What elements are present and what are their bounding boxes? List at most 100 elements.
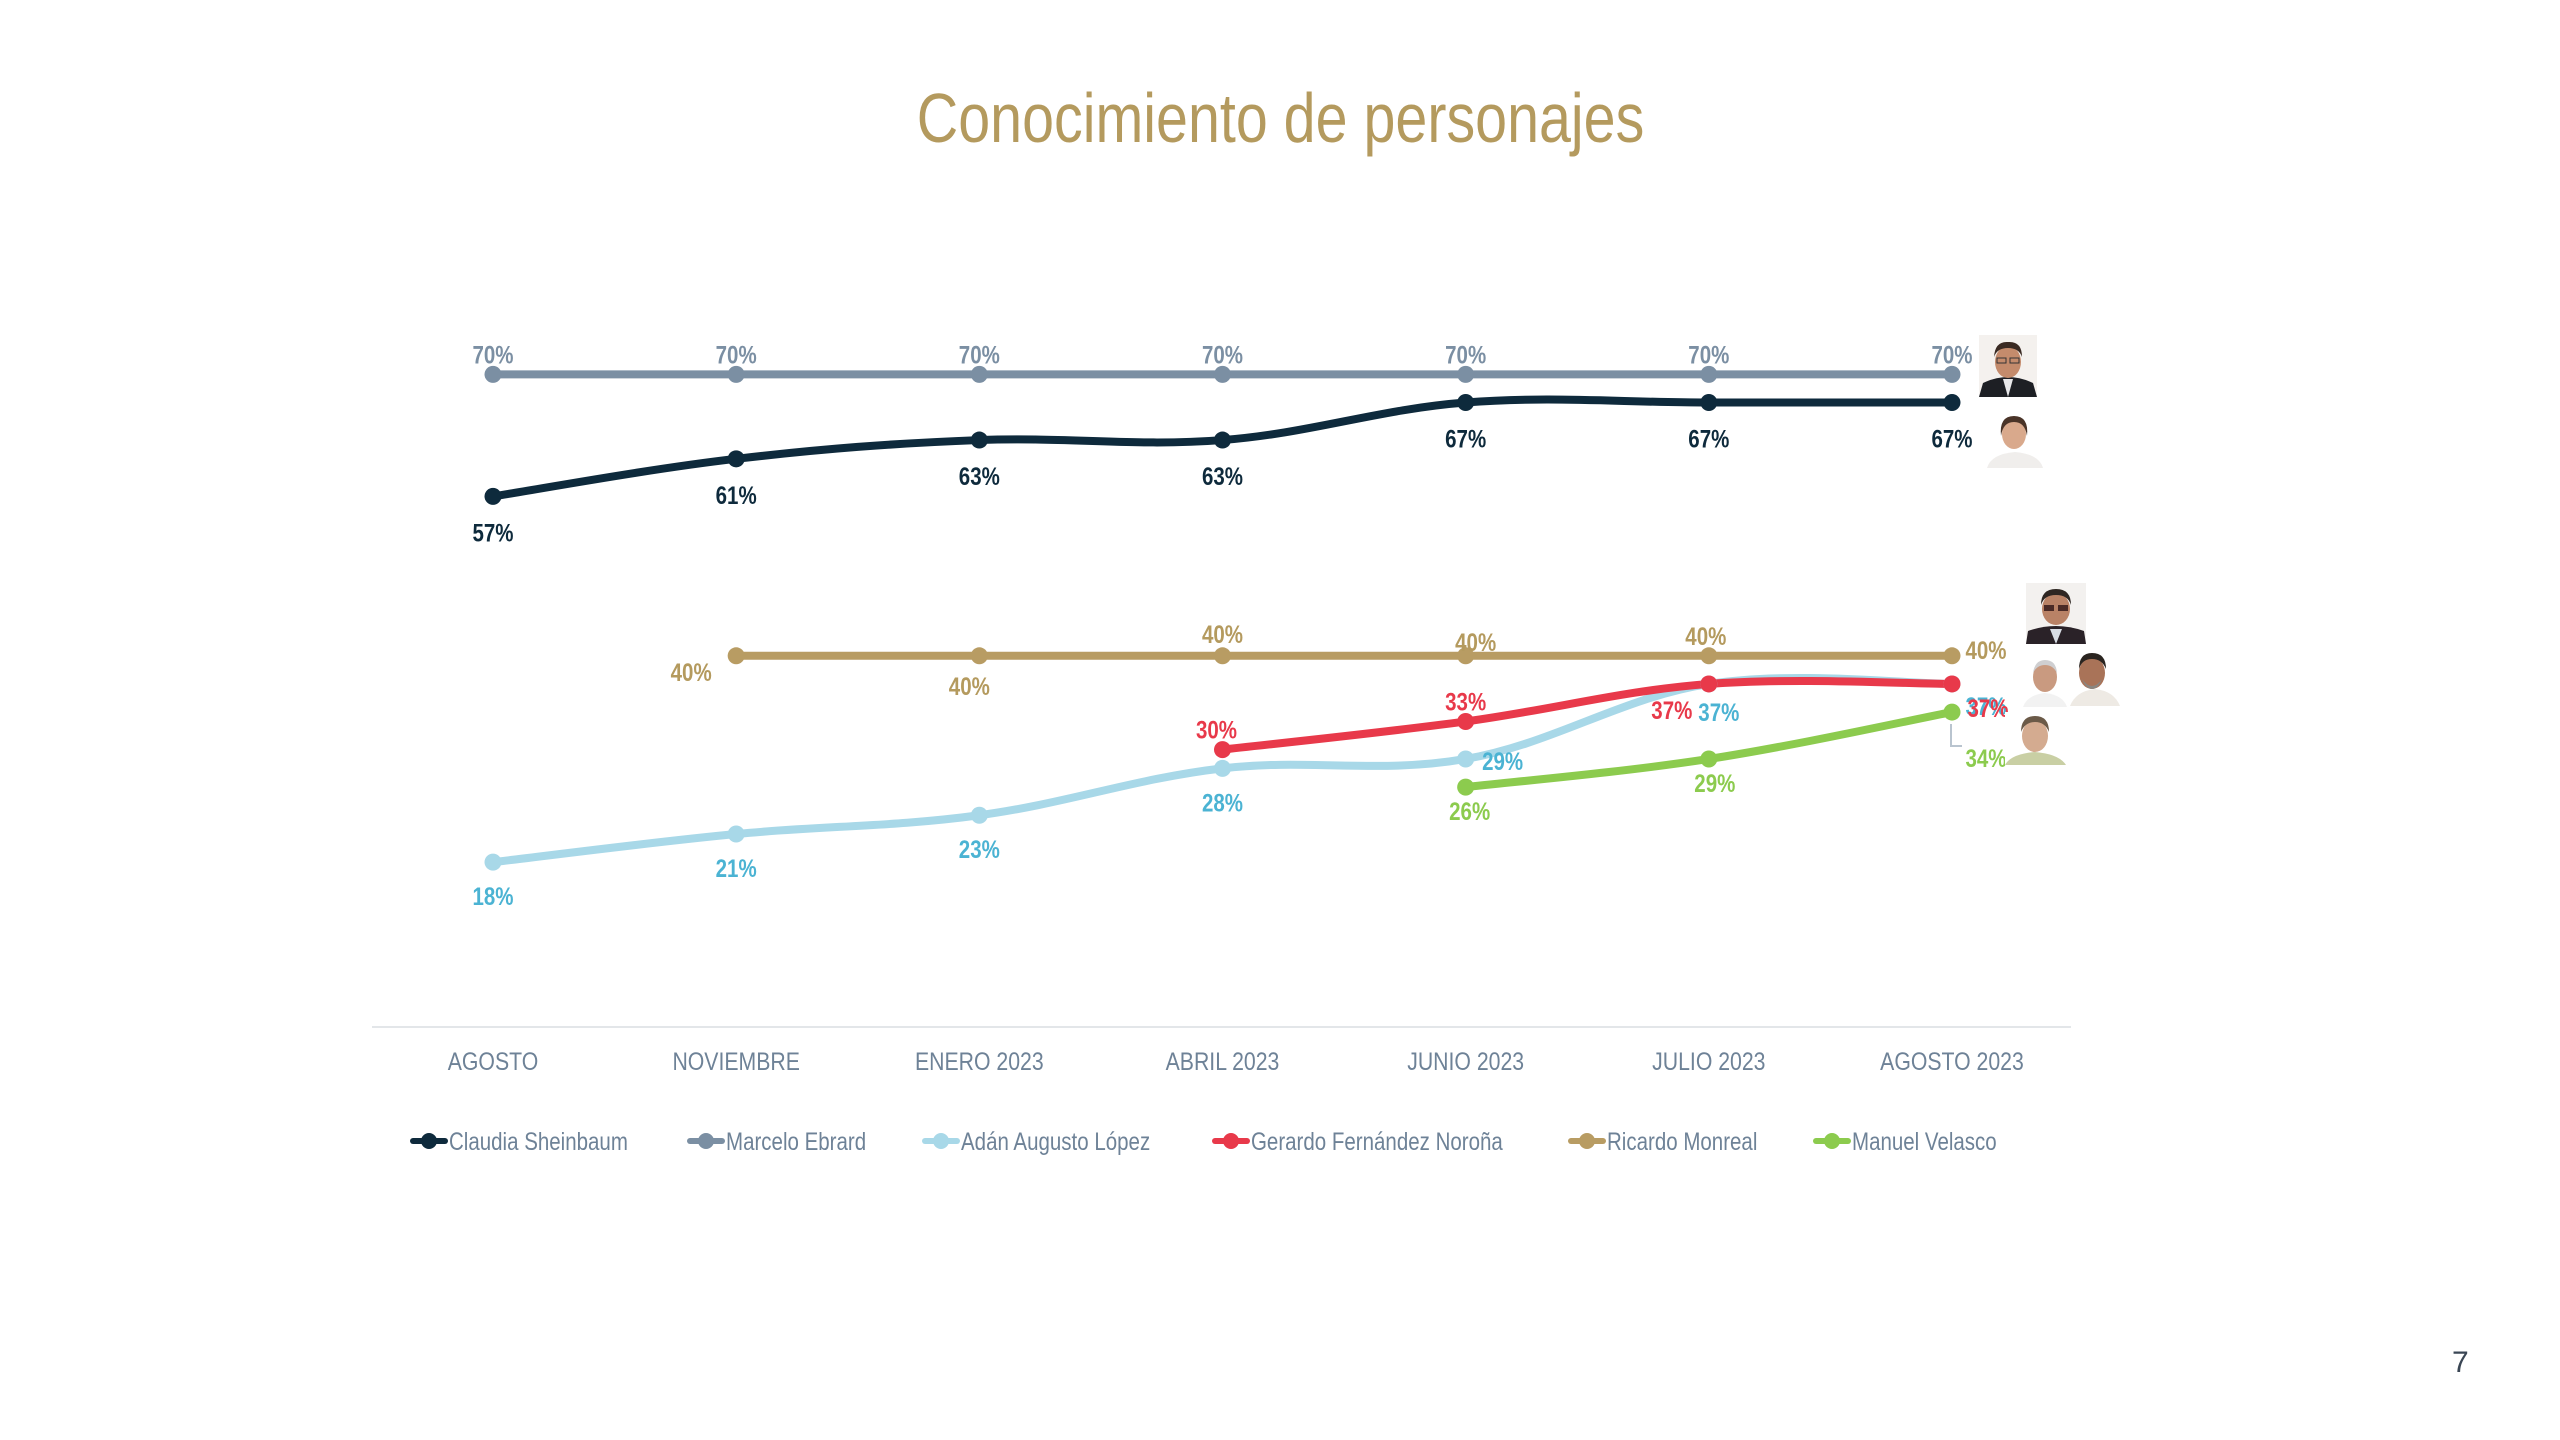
legend-marker-dot <box>698 1133 714 1149</box>
data-point-manuel-velasco <box>1700 750 1718 768</box>
data-label-ricardo-monreal: 40% <box>1685 622 1726 650</box>
legend-marker-dot <box>933 1133 949 1149</box>
data-label-ricardo-monreal: 40% <box>671 658 712 686</box>
data-point-ricardo-monreal <box>727 647 745 665</box>
data-point-ricardo-monreal <box>1214 647 1231 665</box>
data-label-marcelo-ebrard: 70% <box>1445 340 1486 368</box>
data-point-ricardo-monreal <box>1943 647 1961 665</box>
legend-item-claudia-sheinbaum[interactable]: Claudia Sheinbaum <box>410 1127 628 1155</box>
portrait-photo-adan-augusto-lopez <box>2023 655 2067 707</box>
data-label-adan-augusto-lopez: 29% <box>1482 747 1523 775</box>
data-point-adan-augusto-lopez <box>1214 759 1231 777</box>
legend-label: Gerardo Fernández Noroña <box>1251 1127 1503 1155</box>
data-point-ricardo-monreal <box>970 647 988 665</box>
data-point-manuel-velasco <box>1943 703 1961 721</box>
x-tick-label: ENERO 2023 <box>915 1047 1044 1075</box>
data-point-marcelo-ebrard <box>1214 365 1231 383</box>
x-tick-label: JULIO 2023 <box>1652 1047 1765 1075</box>
x-tick-label: NOVIEMBRE <box>672 1047 799 1075</box>
x-tick-label: AGOSTO <box>448 1047 538 1075</box>
data-point-adan-augusto-lopez <box>970 806 988 824</box>
x-tick-label: JUNIO 2023 <box>1407 1047 1524 1075</box>
data-label-marcelo-ebrard: 70% <box>716 340 757 368</box>
data-point-marcelo-ebrard <box>1700 365 1718 383</box>
data-point-ricardo-monreal <box>1700 647 1718 665</box>
data-label-claudia-sheinbaum: 67% <box>1931 425 1972 453</box>
legend-item-ricardo-monreal[interactable]: Ricardo Monreal <box>1568 1127 1757 1155</box>
data-point-claudia-sheinbaum <box>1943 394 1961 412</box>
data-point-claudia-sheinbaum <box>1214 431 1231 449</box>
data-label-adan-augusto-lopez: 18% <box>472 882 513 910</box>
data-point-claudia-sheinbaum <box>727 450 745 468</box>
data-point-marcelo-ebrard <box>1943 365 1961 383</box>
legend-item-adan-augusto-lopez[interactable]: Adán Augusto López <box>922 1127 1150 1155</box>
legend-item-gerardo-fernandez-norona[interactable]: Gerardo Fernández Noroña <box>1212 1127 1503 1155</box>
data-point-adan-augusto-lopez <box>484 853 502 871</box>
data-label-marcelo-ebrard: 70% <box>472 340 513 368</box>
legend-marker-dot <box>1824 1133 1840 1149</box>
legend-label: Manuel Velasco <box>1852 1127 1997 1155</box>
data-label-marcelo-ebrard: 70% <box>1931 340 1972 368</box>
data-label-gerardo-fernandez-norona: 30% <box>1196 716 1237 744</box>
data-label-marcelo-ebrard: 70% <box>1202 340 1243 368</box>
data-point-claudia-sheinbaum <box>970 431 988 449</box>
data-point-marcelo-ebrard <box>727 365 745 383</box>
data-label-marcelo-ebrard: 70% <box>959 340 1000 368</box>
portrait-photo-claudia-sheinbaum <box>1985 410 2045 468</box>
data-point-claudia-sheinbaum <box>1700 394 1718 412</box>
data-point-marcelo-ebrard <box>970 365 988 383</box>
data-label-ricardo-monreal: 40% <box>1965 636 2006 664</box>
data-point-claudia-sheinbaum <box>484 487 502 505</box>
data-point-marcelo-ebrard <box>1457 365 1475 383</box>
portrait-photo-ricardo-monreal <box>2026 583 2086 644</box>
data-point-gerardo-fernandez-norona <box>1214 741 1231 759</box>
data-label-adan-augusto-lopez: 21% <box>716 854 757 882</box>
data-label-claudia-sheinbaum: 63% <box>1202 462 1243 490</box>
legend-label: Adán Augusto López <box>961 1127 1150 1155</box>
data-label-gerardo-fernandez-norona: 37% <box>1651 696 1692 724</box>
x-tick-label: ABRIL 2023 <box>1166 1047 1280 1075</box>
data-label-manuel-velasco: 34% <box>1965 744 2006 772</box>
data-point-claudia-sheinbaum <box>1457 394 1475 412</box>
velasco-label-leader-line <box>1950 724 1962 747</box>
data-label-claudia-sheinbaum: 67% <box>1445 425 1486 453</box>
data-label-gerardo-fernandez-norona: 37% <box>1967 694 2008 722</box>
portrait-photo-gerardo-fernandez-norona <box>2068 649 2122 706</box>
data-label-gerardo-fernandez-norona: 33% <box>1445 687 1486 715</box>
data-point-manuel-velasco <box>1457 778 1475 796</box>
data-point-gerardo-fernandez-norona <box>1700 675 1718 693</box>
page-number: 7 <box>2452 1346 2469 1379</box>
legend-label: Marcelo Ebrard <box>726 1127 866 1155</box>
data-label-adan-augusto-lopez: 37% <box>1965 692 2006 720</box>
data-label-ricardo-monreal: 40% <box>949 672 990 700</box>
data-label-claudia-sheinbaum: 57% <box>472 518 513 546</box>
legend-marker-dot <box>421 1133 437 1149</box>
x-tick-label: AGOSTO 2023 <box>1880 1047 2024 1075</box>
data-point-adan-augusto-lopez <box>1457 750 1475 768</box>
legend-label: Ricardo Monreal <box>1607 1127 1757 1155</box>
data-label-claudia-sheinbaum: 61% <box>716 481 757 509</box>
data-label-adan-augusto-lopez: 28% <box>1202 788 1243 816</box>
data-label-adan-augusto-lopez: 23% <box>959 835 1000 863</box>
legend-label: Claudia Sheinbaum <box>449 1127 628 1155</box>
data-point-ricardo-monreal <box>1457 647 1475 665</box>
data-point-adan-augusto-lopez <box>727 825 745 843</box>
data-point-gerardo-fernandez-norona <box>1457 712 1475 730</box>
data-label-ricardo-monreal: 40% <box>1202 620 1243 648</box>
data-label-manuel-velasco: 29% <box>1694 769 1735 797</box>
data-label-ricardo-monreal: 40% <box>1455 628 1496 656</box>
data-label-claudia-sheinbaum: 63% <box>959 462 1000 490</box>
page-title: Conocimiento de personajes <box>916 79 1645 157</box>
legend-marker-dot <box>1579 1133 1595 1149</box>
data-point-gerardo-fernandez-norona <box>1943 675 1961 693</box>
data-label-marcelo-ebrard: 70% <box>1688 340 1729 368</box>
data-label-manuel-velasco: 26% <box>1449 797 1490 825</box>
data-point-marcelo-ebrard <box>484 365 502 383</box>
data-label-adan-augusto-lopez: 37% <box>1698 698 1739 726</box>
data-label-claudia-sheinbaum: 67% <box>1688 425 1729 453</box>
portrait-photo-marcelo-ebrard <box>1979 335 2037 397</box>
legend-marker-dot <box>1223 1133 1239 1149</box>
legend-item-marcelo-ebrard[interactable]: Marcelo Ebrard <box>687 1127 866 1155</box>
legend-item-manuel-velasco[interactable]: Manuel Velasco <box>1813 1127 1997 1155</box>
